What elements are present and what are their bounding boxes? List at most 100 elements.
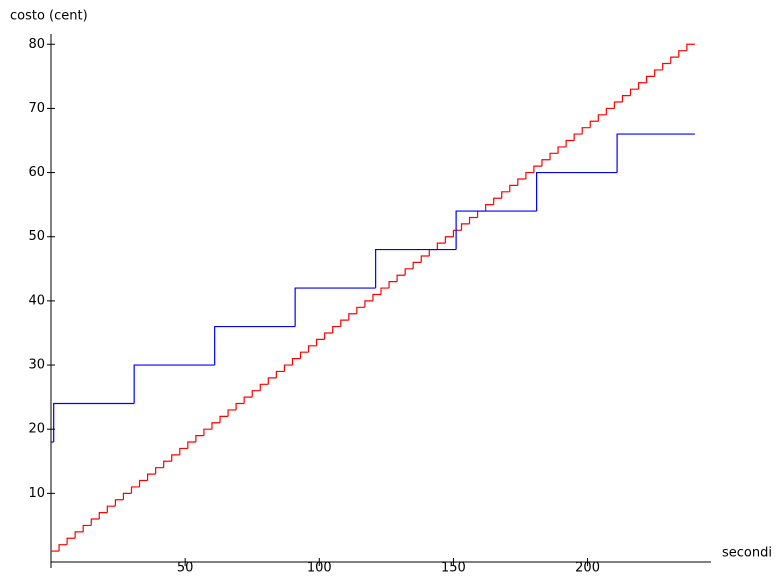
step-segment [428,248,438,256]
step-segment [90,518,100,526]
step-segment [275,370,285,378]
step-segment [629,88,639,96]
step-segment [133,364,215,404]
step-segment [589,120,599,128]
y-tick-label: 60 [28,165,45,180]
y-tick-label: 30 [28,358,45,373]
step-segment [211,422,221,430]
y-tick-label: 20 [28,422,45,437]
y-tick-label: 10 [28,486,45,501]
step-segment [155,467,164,475]
y-tick-label: 50 [28,229,45,244]
step-segment [388,281,398,289]
step-segment [501,191,510,199]
step-segment [597,114,607,122]
step-segment [74,531,84,539]
step-segment [420,255,430,263]
x-tick-label: 200 [575,561,600,576]
step-segment [460,223,470,231]
step-segment [195,435,204,443]
step-segment [283,364,293,372]
x-tick-label: 150 [441,561,466,576]
step-segment [106,505,116,513]
step-segment [525,171,534,179]
step-segment [375,248,457,289]
step-segment [396,274,406,282]
step-segment [203,428,212,436]
step-segment [670,56,679,64]
step-segment [58,544,68,552]
step-segment [678,50,687,58]
step-segment [686,43,695,51]
step-segment [267,377,277,385]
step-segment [616,133,695,173]
step-segment [468,216,478,224]
step-segment [565,139,575,147]
step-segment [372,293,381,301]
step-segment [219,415,229,423]
step-segment [227,409,237,417]
y-tick-label: 70 [28,101,45,116]
step-segment [412,261,422,269]
step-segment [340,319,349,327]
step-segment [452,229,462,237]
step-segment [621,94,631,103]
step-segment [517,178,526,186]
step-segment [66,537,76,545]
step-segment [536,171,618,212]
step-segment [509,184,518,192]
step-segment [573,133,583,141]
step-segment [404,268,414,276]
y-tick-label: 80 [28,37,45,52]
step-segment [324,332,333,340]
step-segment [114,499,124,507]
step-segment [613,101,623,109]
step-segment [332,325,341,333]
step-segment [294,287,376,327]
x-tick-label: 100 [307,561,332,576]
step-segment [179,447,188,455]
step-segment [455,210,537,250]
step-segment [380,287,390,295]
step-segment [485,204,494,212]
step-segment [307,345,317,353]
step-segment [171,454,180,462]
step-segment [235,402,245,410]
step-segment [444,236,454,244]
step-segment [316,338,325,346]
step-segment [533,165,542,173]
step-segment [291,358,301,366]
step-segment [557,146,567,154]
step-segment [662,62,671,70]
step-segment [299,351,309,359]
step-segment [130,486,140,494]
y-axis-label: costo (cent) [10,9,88,24]
step-segment [637,82,647,90]
step-segment [549,152,559,160]
step-segment [243,396,253,404]
step-segment [163,460,172,468]
step-segment [98,512,108,520]
step-segment [82,524,92,532]
step-segment [436,242,446,250]
step-segment [605,107,615,115]
step-segment [476,210,486,218]
step-segment [122,492,132,500]
step-segment [138,479,148,487]
step-segment [581,127,591,135]
step-segment [53,402,135,443]
step-segment [364,300,373,308]
step-segment [646,75,655,83]
step-segment [259,383,269,391]
step-segment [356,306,365,314]
step-segment [251,390,261,398]
step-segment [187,441,196,449]
step-segment [348,313,357,321]
step-segment [541,159,551,167]
step-segment [146,473,156,481]
y-tick-label: 40 [28,293,45,308]
x-axis-label: secondi [722,546,772,561]
step-segment [214,325,296,366]
step-segment [654,69,663,77]
